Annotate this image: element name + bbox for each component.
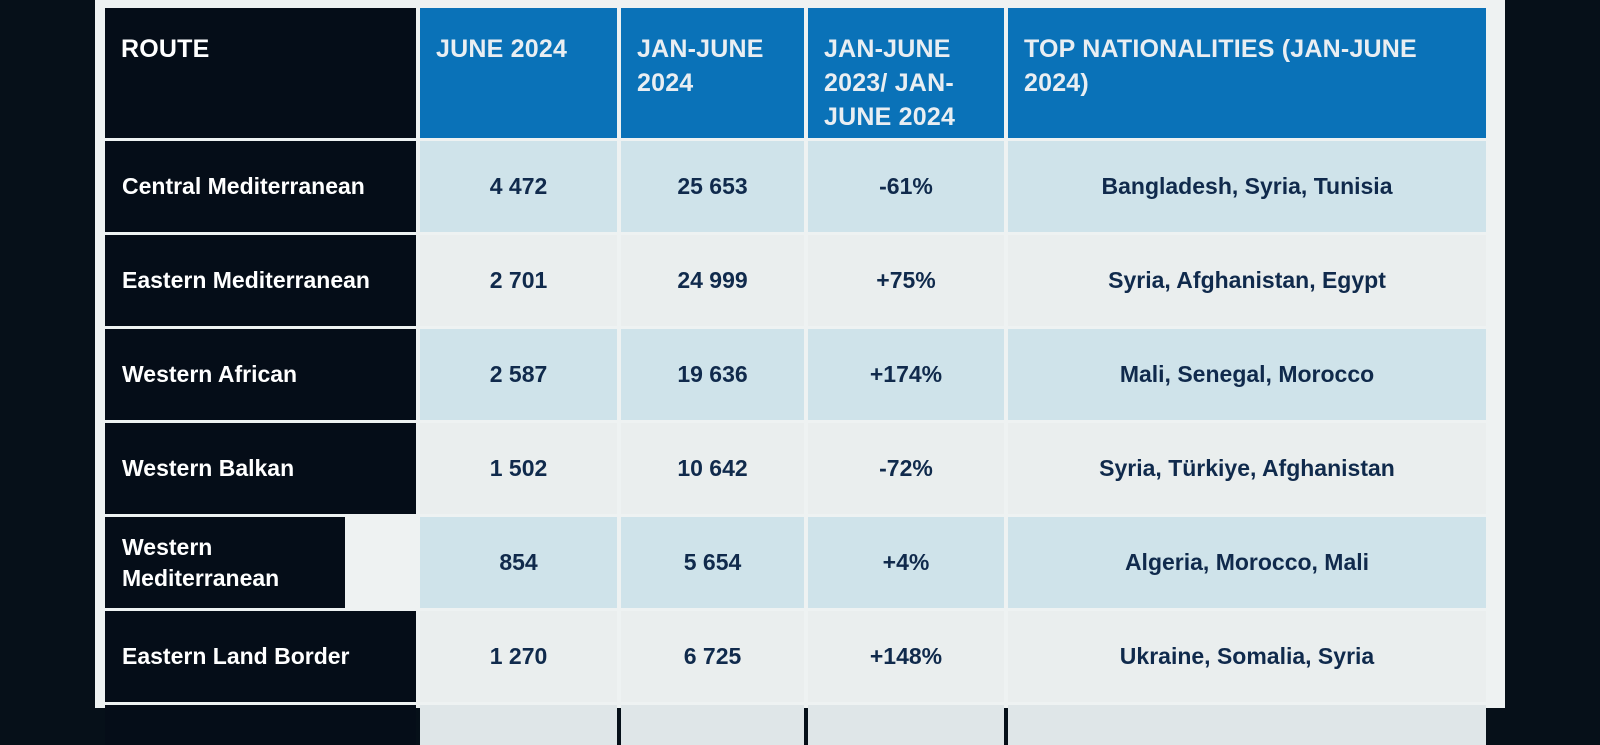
june-value: 1 270 — [420, 611, 617, 702]
cutoff-cell — [420, 705, 617, 745]
nationalities-value: Syria, Afghanistan, Egypt — [1008, 235, 1486, 326]
nationalities-value: Ukraine, Somalia, Syria — [1008, 611, 1486, 702]
change-value: +174% — [808, 329, 1004, 420]
june-value: 4 472 — [420, 141, 617, 232]
change-value: +148% — [808, 611, 1004, 702]
change-value: -72% — [808, 423, 1004, 514]
june-value: 2 587 — [420, 329, 617, 420]
jan-june-value: 25 653 — [621, 141, 804, 232]
nationalities-value: Bangladesh, Syria, Tunisia — [1008, 141, 1486, 232]
jan-june-value: 6 725 — [621, 611, 804, 702]
route-name: Western Mediterranean — [105, 517, 345, 608]
change-value: -61% — [808, 141, 1004, 232]
cutoff-cell — [1008, 705, 1486, 745]
header-change: JAN-JUNE 2023/ JAN-JUNE 2024 — [808, 8, 1004, 138]
june-value: 1 502 — [420, 423, 617, 514]
nationalities-value: Mali, Senegal, Morocco — [1008, 329, 1486, 420]
june-value: 854 — [420, 517, 617, 608]
jan-june-value: 10 642 — [621, 423, 804, 514]
header-top-nationalities: TOP NATIONALITIES (JAN-JUNE 2024) — [1008, 8, 1486, 138]
change-value: +4% — [808, 517, 1004, 608]
jan-june-value: 19 636 — [621, 329, 804, 420]
jan-june-value: 5 654 — [621, 517, 804, 608]
route-name: Western African — [105, 329, 416, 420]
route-name: Central Mediterranean — [105, 141, 416, 232]
jan-june-value: 24 999 — [621, 235, 804, 326]
route-name-cutoff — [105, 705, 416, 745]
header-june-2024: JUNE 2024 — [420, 8, 617, 138]
routes-table: ROUTE JUNE 2024 JAN-JUNE 2024 JAN-JUNE 2… — [105, 8, 1486, 745]
header-jan-june-2024: JAN-JUNE 2024 — [621, 8, 804, 138]
june-value: 2 701 — [420, 235, 617, 326]
route-name: Eastern Land Border — [105, 611, 416, 702]
route-name: Western Balkan — [105, 423, 416, 514]
nationalities-value: Syria, Türkiye, Afghanistan — [1008, 423, 1486, 514]
header-route: ROUTE — [105, 8, 416, 138]
change-value: +75% — [808, 235, 1004, 326]
route-name: Eastern Mediterranean — [105, 235, 416, 326]
cutoff-cell — [621, 705, 804, 745]
nationalities-value: Algeria, Morocco, Mali — [1008, 517, 1486, 608]
cutoff-cell — [808, 705, 1004, 745]
